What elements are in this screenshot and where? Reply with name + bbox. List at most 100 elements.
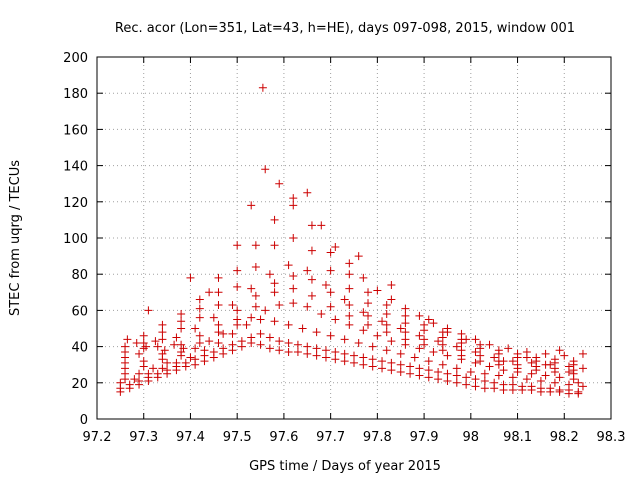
x-tick-label: 97.2	[83, 430, 112, 445]
data-point	[177, 324, 186, 333]
data-point	[331, 348, 340, 357]
data-point	[471, 375, 480, 384]
y-tick-label: 0	[80, 413, 88, 428]
data-point	[123, 335, 132, 344]
data-point	[179, 344, 188, 353]
data-point	[132, 338, 141, 347]
data-point	[214, 320, 223, 329]
data-point	[471, 348, 480, 357]
data-point	[340, 295, 349, 304]
data-point	[415, 344, 424, 353]
data-point	[350, 358, 358, 367]
data-point	[172, 333, 181, 342]
data-point	[209, 348, 218, 357]
data-point	[560, 351, 569, 360]
data-point	[144, 306, 153, 315]
data-point	[480, 376, 489, 385]
data-point	[410, 353, 419, 362]
data-point	[471, 382, 480, 391]
data-point	[289, 284, 298, 293]
data-point	[429, 319, 438, 328]
data-point	[307, 246, 316, 255]
data-point	[331, 243, 340, 252]
data-point	[378, 357, 387, 366]
data-point	[205, 337, 214, 346]
data-point	[139, 357, 148, 366]
data-point	[135, 349, 144, 358]
x-tick-label: 98.2	[550, 430, 579, 445]
data-point	[532, 353, 541, 362]
data-point	[256, 340, 265, 349]
x-axis-label: GPS time / Days of year 2015	[249, 459, 441, 474]
data-point	[466, 367, 475, 376]
data-point	[518, 382, 527, 391]
data-point	[307, 275, 316, 284]
data-point	[345, 320, 354, 329]
data-point	[574, 378, 583, 387]
data-point	[364, 299, 373, 308]
x-tick-label: 97.5	[223, 430, 252, 445]
data-point	[307, 291, 316, 300]
data-point	[233, 266, 242, 275]
data-point	[153, 369, 162, 378]
data-point	[457, 346, 466, 355]
data-point	[251, 302, 260, 311]
data-point	[275, 346, 284, 355]
data-point	[233, 241, 242, 250]
data-point	[289, 194, 298, 203]
data-point	[387, 337, 396, 346]
data-point	[462, 335, 471, 344]
data-point	[289, 299, 298, 308]
data-point	[195, 313, 204, 322]
data-point	[331, 355, 340, 364]
data-point	[406, 369, 415, 378]
data-point	[228, 329, 237, 338]
data-point	[536, 376, 545, 385]
data-point	[345, 300, 354, 309]
data-point	[452, 342, 461, 351]
data-point	[578, 349, 587, 358]
grid-layer	[97, 57, 611, 419]
data-point	[350, 351, 358, 360]
data-point	[499, 357, 508, 366]
data-point	[462, 373, 471, 382]
data-point	[443, 376, 452, 385]
data-point	[275, 179, 284, 188]
data-point	[214, 328, 223, 337]
x-tick-label: 98.3	[597, 430, 626, 445]
series-arc-5	[121, 284, 578, 378]
data-point	[373, 286, 382, 295]
data-point	[574, 387, 583, 396]
data-point	[443, 351, 452, 360]
data-point	[321, 353, 330, 362]
y-tick-label: 60	[71, 304, 88, 319]
data-point	[406, 362, 415, 371]
data-point	[170, 340, 179, 349]
y-tick-label: 40	[71, 341, 88, 356]
data-point	[452, 378, 461, 387]
data-point	[345, 270, 354, 279]
data-point	[251, 241, 260, 250]
data-point	[368, 362, 377, 371]
data-point	[415, 364, 424, 373]
data-point	[247, 313, 256, 322]
data-point	[382, 320, 391, 329]
series-arc-10	[121, 165, 587, 360]
data-point	[275, 300, 284, 309]
data-point	[494, 371, 503, 380]
data-point	[270, 215, 279, 224]
data-point	[172, 358, 181, 367]
data-point	[242, 320, 251, 329]
data-point	[270, 317, 279, 326]
data-point	[555, 346, 564, 355]
data-point	[387, 295, 396, 304]
x-tick-label: 97.7	[316, 430, 345, 445]
data-point	[434, 375, 443, 384]
data-point	[578, 382, 587, 391]
data-point	[368, 342, 377, 351]
data-point	[345, 311, 354, 320]
series-arc-9	[121, 201, 578, 366]
data-point	[293, 348, 302, 357]
data-point	[303, 342, 312, 351]
